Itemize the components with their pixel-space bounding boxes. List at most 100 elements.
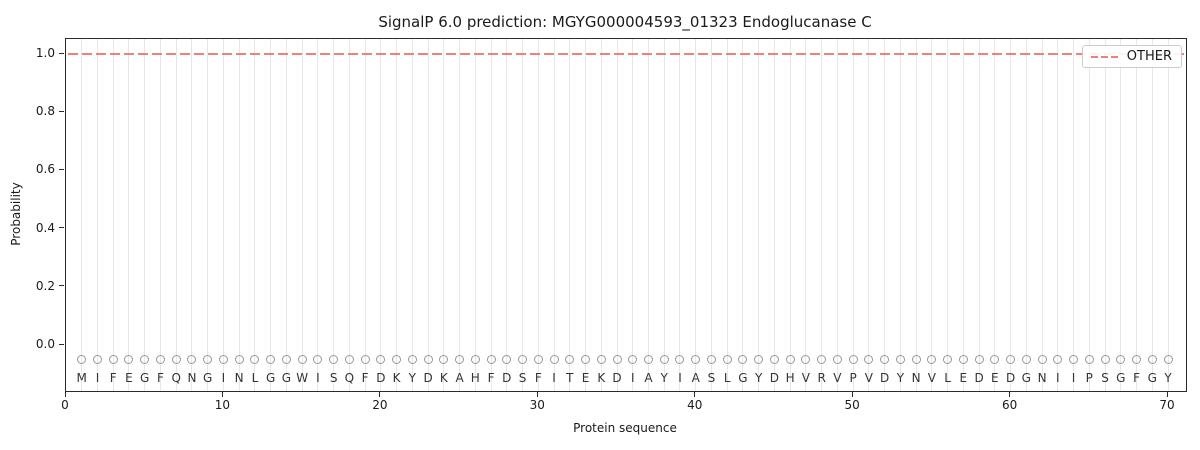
residue-letter: G xyxy=(1021,371,1031,385)
residue-marker xyxy=(281,355,291,365)
residue-letter: D xyxy=(423,371,433,385)
residue-marker xyxy=(974,355,984,365)
residue-letter: F xyxy=(109,371,117,385)
gridline xyxy=(710,39,712,391)
gridline xyxy=(1167,39,1169,391)
residue-letter: Q xyxy=(344,371,355,385)
gridline xyxy=(1120,39,1122,391)
residue-letter: D xyxy=(376,371,386,385)
residue-marker xyxy=(155,355,165,365)
y-tick-label: 0.6 xyxy=(35,162,55,177)
residue-letter: R xyxy=(817,371,826,385)
gridline xyxy=(191,39,193,391)
residue-letter: G xyxy=(281,371,292,385)
gridline xyxy=(632,39,634,391)
residue-marker xyxy=(1021,355,1031,365)
gridline xyxy=(1151,39,1153,391)
residue-letter: D xyxy=(502,371,512,385)
residue-marker xyxy=(502,355,512,365)
y-tick-label: 0.8 xyxy=(35,104,55,119)
y-tick xyxy=(59,168,64,170)
residue-marker xyxy=(1163,355,1173,365)
residue-marker xyxy=(439,355,449,365)
residue-marker xyxy=(1037,355,1047,365)
residue-marker xyxy=(297,355,307,365)
gridline xyxy=(1104,39,1106,391)
residue-letter: N xyxy=(1037,371,1047,385)
residue-letter: L xyxy=(944,371,951,385)
residue-letter: E xyxy=(125,371,133,385)
residue-letter: V xyxy=(833,371,842,385)
legend: OTHER xyxy=(1081,45,1182,68)
y-axis-label: Probability xyxy=(9,182,23,246)
residue-letter: Y xyxy=(408,371,417,385)
residue-letter: L xyxy=(251,371,259,385)
x-tick-label: 40 xyxy=(687,398,703,412)
gridline xyxy=(1136,39,1138,391)
legend-label-other: OTHER xyxy=(1126,49,1172,64)
gridline xyxy=(254,39,256,391)
gridline xyxy=(821,39,823,391)
gridline xyxy=(411,39,413,391)
chart-title: SignalP 6.0 prediction: MGYG000004593_01… xyxy=(378,13,872,31)
residue-letter: Y xyxy=(896,371,905,385)
residue-marker xyxy=(691,355,701,365)
residue-letter: N xyxy=(911,371,921,385)
residue-letter: D xyxy=(974,371,984,385)
gridline xyxy=(695,39,697,391)
residue-marker xyxy=(360,355,370,365)
residue-marker xyxy=(108,355,118,365)
gridline xyxy=(852,39,854,391)
residue-marker xyxy=(218,355,228,365)
gridline xyxy=(1088,39,1090,391)
residue-marker xyxy=(801,355,811,365)
residue-marker xyxy=(1100,355,1110,365)
gridline xyxy=(962,39,964,391)
residue-marker xyxy=(911,355,921,365)
residue-marker xyxy=(581,355,591,365)
gridline xyxy=(159,39,161,391)
gridline xyxy=(222,39,224,391)
residue-letter: D xyxy=(1005,371,1016,385)
gridline xyxy=(663,39,665,391)
x-tick xyxy=(221,392,223,397)
residue-letter: E xyxy=(959,371,968,385)
x-axis-label: Protein sequence xyxy=(573,421,677,435)
residue-letter: T xyxy=(566,371,574,385)
residue-marker xyxy=(344,355,354,365)
residue-marker xyxy=(738,355,748,365)
gridline xyxy=(474,39,476,391)
residue-marker xyxy=(533,355,543,365)
gridline xyxy=(994,39,996,391)
residue-marker xyxy=(423,355,433,365)
gridline xyxy=(679,39,681,391)
residue-letter: N xyxy=(187,371,197,385)
residue-marker xyxy=(266,355,276,365)
residue-marker xyxy=(848,355,858,365)
residue-letter: L xyxy=(723,371,731,385)
gridline xyxy=(333,39,335,391)
y-tick-label: 0.2 xyxy=(35,278,55,293)
residue-marker xyxy=(77,355,87,365)
y-tick-label: 0.0 xyxy=(35,337,55,351)
residue-letter: N xyxy=(234,371,244,385)
residue-marker xyxy=(1147,355,1157,365)
residue-letter: K xyxy=(597,371,606,385)
residue-letter: I xyxy=(95,371,100,385)
gridline xyxy=(238,39,240,391)
residue-letter: G xyxy=(203,371,213,385)
residue-letter: I xyxy=(221,371,226,385)
residue-marker xyxy=(470,355,480,365)
residue-marker xyxy=(376,355,386,365)
residue-marker xyxy=(1069,355,1079,365)
residue-letter: Y xyxy=(1164,371,1172,385)
residue-letter: G xyxy=(140,371,150,385)
gridline xyxy=(1057,39,1059,391)
gridline xyxy=(396,39,398,391)
x-tick xyxy=(694,392,696,397)
gridline xyxy=(726,39,728,391)
gridline xyxy=(380,39,382,391)
residue-marker xyxy=(1116,355,1126,365)
residue-marker xyxy=(92,355,102,365)
